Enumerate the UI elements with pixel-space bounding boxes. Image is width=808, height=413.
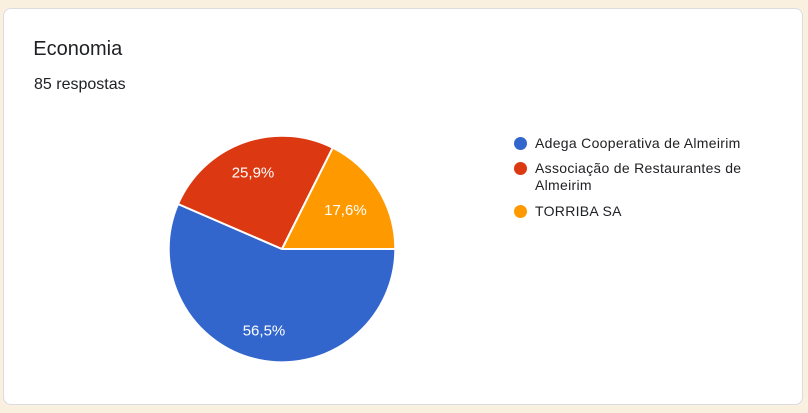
svg-text:25,9%: 25,9% [232,165,275,182]
svg-text:56,5%: 56,5% [243,323,286,340]
svg-text:17,6%: 17,6% [324,202,367,219]
